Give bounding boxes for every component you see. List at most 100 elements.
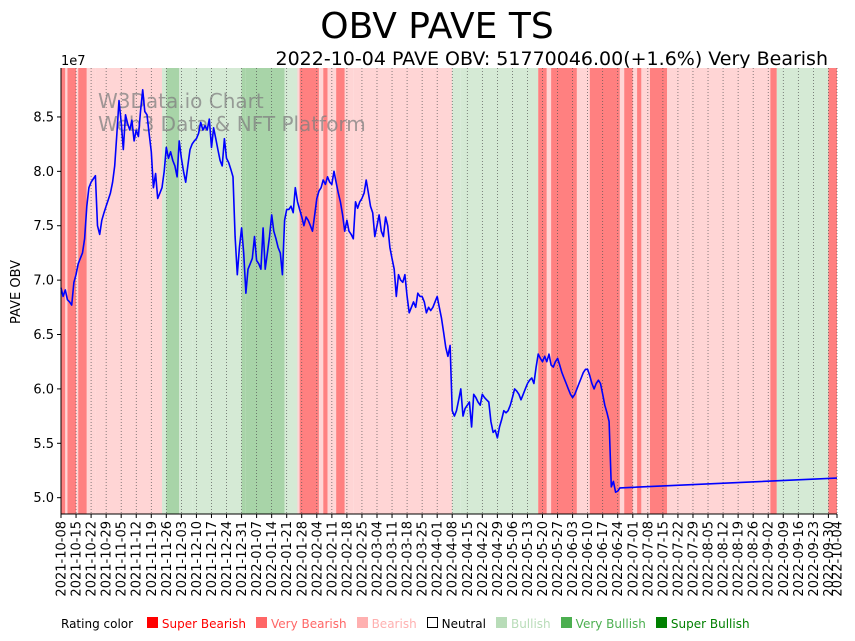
legend-text: Very Bullish — [575, 617, 646, 631]
x-ticks: 2021-10-08 2021-10-15 2021-10-22 2021-10-29… — [55, 514, 846, 597]
legend-swatch — [146, 617, 158, 628]
x-tick-label: 2022-01-14 — [265, 521, 280, 597]
x-tick-label: 2022-02-25 — [355, 521, 370, 597]
legend-text: Very Bearish — [270, 617, 347, 631]
x-tick-label: 2022-05-20 — [536, 521, 551, 597]
rating-band — [65, 68, 68, 514]
legend-text: Super Bullish — [670, 617, 750, 631]
rating-band — [690, 68, 771, 514]
legend-item: Bearish — [356, 617, 417, 631]
rating-band — [179, 68, 193, 514]
rating-band — [344, 68, 354, 514]
x-tick-label: 2022-05-13 — [521, 521, 536, 597]
legend-swatch — [426, 617, 438, 628]
legend-swatch — [495, 617, 507, 628]
y-tick-label: 6.5 — [33, 328, 54, 343]
legend-item: Super Bearish — [146, 617, 246, 631]
rating-band — [576, 68, 590, 514]
rating-band — [323, 68, 328, 514]
rating-band — [452, 68, 461, 514]
rating-band — [245, 68, 285, 514]
rating-band — [61, 68, 66, 514]
rating-band — [649, 68, 668, 514]
x-tick-label: 2022-05-27 — [551, 521, 566, 597]
x-tick-label: 2022-01-07 — [250, 521, 265, 597]
x-tick-label: 2022-05-06 — [506, 521, 521, 597]
y-tick-label: 6.0 — [33, 382, 54, 397]
legend-item: Super Bullish — [655, 617, 750, 631]
legend-item: Very Bearish — [255, 617, 347, 631]
rating-band — [336, 68, 345, 514]
rating-band — [460, 68, 539, 514]
x-tick-label: 2022-04-29 — [491, 521, 506, 597]
rating-band — [166, 68, 180, 514]
legend-swatch — [655, 617, 667, 628]
x-tick-label: 2021-10-15 — [70, 521, 85, 597]
rating-band — [667, 68, 691, 514]
x-tick-label: 2021-11-26 — [160, 521, 175, 597]
x-tick-label: 2022-03-04 — [370, 521, 385, 597]
rating-band — [82, 68, 87, 514]
y-offset-label: 1e7 — [61, 54, 86, 69]
legend-swatch — [560, 617, 572, 628]
x-tick-label: 2022-08-05 — [702, 521, 717, 597]
rating-band — [299, 68, 319, 514]
x-tick-label: 2022-10-04 — [831, 521, 846, 597]
x-tick-label: 2022-04-22 — [476, 521, 491, 597]
rating-band — [776, 68, 829, 514]
x-tick-label: 2022-09-02 — [762, 521, 777, 597]
x-tick-label: 2021-12-17 — [205, 521, 220, 597]
watermark-line2: Web3 Data & NFT Platform — [98, 112, 366, 136]
legend-swatch — [356, 617, 368, 628]
x-tick-label: 2022-07-01 — [626, 521, 641, 597]
rating-band — [637, 68, 642, 514]
x-tick-label: 2021-12-24 — [220, 521, 235, 597]
chart-subtitle: 2022-10-04 PAVE OBV: 51770046.00(+1.6%) … — [275, 48, 828, 70]
legend-text: Bearish — [371, 617, 417, 631]
rating-band — [828, 68, 837, 514]
x-tick-label: 2022-02-18 — [340, 521, 355, 597]
y-axis-label: PAVE OBV — [9, 260, 24, 324]
legend-item: Bullish — [495, 617, 551, 631]
x-tick-label: 2022-07-29 — [686, 521, 701, 597]
x-tick-label: 2021-11-12 — [130, 521, 145, 597]
rating-legend: Rating color Super Bearish Very Bearish Be… — [61, 617, 760, 631]
legend-item: Neutral — [426, 617, 486, 631]
legend-text: Bullish — [510, 617, 551, 631]
legend-label: Rating color — [61, 617, 134, 631]
rating-band — [78, 68, 83, 514]
x-tick-label: 2021-11-05 — [115, 521, 130, 597]
x-tick-label: 2022-03-25 — [416, 521, 431, 597]
x-tick-label: 2022-09-16 — [792, 521, 807, 597]
rating-band — [624, 68, 633, 514]
x-tick-label: 2022-09-23 — [807, 521, 822, 597]
y-tick-label: 7.5 — [33, 219, 54, 234]
rating-band — [551, 68, 577, 514]
x-tick-label: 2022-07-08 — [641, 521, 656, 597]
x-tick-label: 2022-06-24 — [611, 521, 626, 597]
y-tick-label: 7.0 — [33, 274, 54, 289]
x-tick-label: 2022-04-15 — [461, 521, 476, 597]
x-tick-label: 2022-04-01 — [431, 521, 446, 597]
rating-band — [241, 68, 246, 514]
x-tick-label: 2022-02-04 — [310, 521, 325, 597]
y-ticks: 5.0 5.5 6.0 6.5 7.0 7.5 8.0 8.5 — [33, 110, 61, 506]
obv-line — [60, 89, 838, 494]
rating-band — [162, 68, 167, 514]
y-tick-label: 5.0 — [33, 491, 54, 506]
watermark-line1: W3Data.io Chart — [98, 89, 264, 113]
legend-text: Neutral — [441, 617, 486, 631]
x-tick-label: 2022-08-12 — [717, 521, 732, 597]
rating-band — [641, 68, 650, 514]
x-tick-label: 2021-11-19 — [145, 521, 160, 597]
x-tick-label: 2022-01-28 — [295, 521, 310, 597]
x-tick-label: 2022-06-17 — [596, 521, 611, 597]
x-tick-label: 2022-09-30 — [822, 521, 837, 597]
x-tick-label: 2021-10-22 — [85, 521, 100, 597]
x-tick-label: 2022-03-18 — [401, 521, 416, 597]
x-tick-label: 2022-03-11 — [386, 521, 401, 597]
rating-band — [353, 68, 453, 514]
rating-band — [589, 68, 620, 514]
rating-band — [67, 68, 77, 514]
